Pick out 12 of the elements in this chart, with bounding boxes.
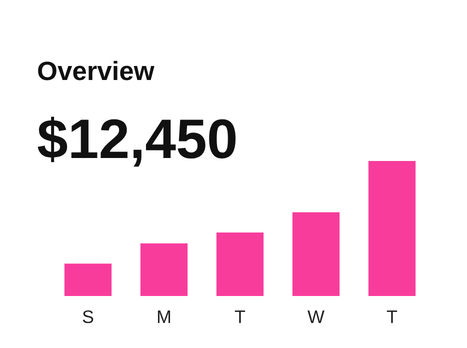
- x-tick-label: T: [386, 310, 398, 323]
- bar: [216, 232, 264, 296]
- chart-subtitle: $12,450: [38, 116, 236, 167]
- x-tick-label: T: [234, 310, 246, 323]
- chart-title: Overview: [38, 60, 154, 80]
- bar: [64, 264, 112, 296]
- x-tick-label: S: [82, 310, 94, 324]
- x-tick-label: W: [308, 310, 324, 323]
- bar: [368, 161, 416, 296]
- bar: [140, 243, 188, 296]
- bar: [292, 212, 340, 296]
- x-tick-label: M: [158, 310, 170, 323]
